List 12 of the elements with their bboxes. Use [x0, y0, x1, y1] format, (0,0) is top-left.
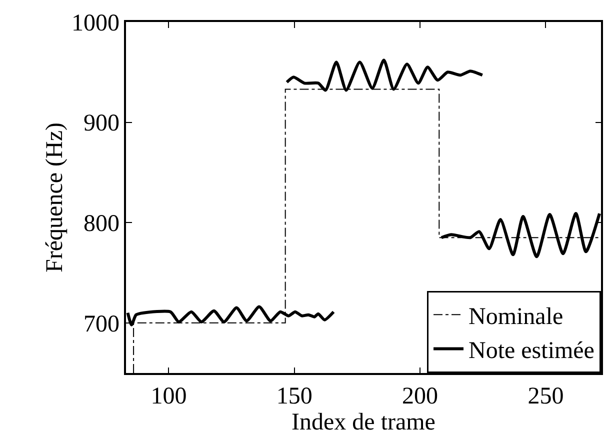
x-tick-label: 100 — [150, 384, 187, 410]
y-tick-label: 900 — [83, 110, 120, 137]
x-axis-title: Index de trame — [292, 410, 436, 436]
y-axis-title: Fréquence (Hz) — [42, 122, 68, 272]
x-tick-label: 250 — [528, 384, 564, 410]
y-tick-label: 700 — [83, 311, 120, 338]
legend-label: Nominale — [468, 304, 564, 330]
y-tick-label: 800 — [83, 210, 120, 237]
x-tick-label: 150 — [276, 384, 312, 410]
x-tick-label: 200 — [402, 384, 438, 410]
y-tick-label: 1000 — [71, 10, 120, 36]
legend-label: Note estimée — [468, 338, 594, 364]
